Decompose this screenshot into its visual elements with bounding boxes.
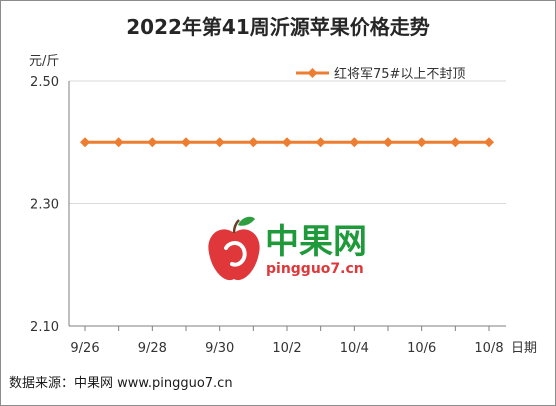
apple-logo-icon <box>208 216 260 281</box>
data-point <box>349 137 360 148</box>
x-tick-label: 10/2 <box>272 341 301 356</box>
data-point <box>181 137 191 148</box>
axis-layer: 2.50 2.30 2.10 9/26 9/28 9/30 10/2 10/4 10/6 10/8… <box>30 75 537 356</box>
x-tick-label: 10/6 <box>407 341 436 356</box>
data-point <box>80 137 90 148</box>
legend: 红将军75#以上不封顶 <box>296 66 465 82</box>
grid-layer <box>69 80 506 204</box>
legend-marker-swatch <box>307 68 318 78</box>
legend-label: 红将军75#以上不封顶 <box>334 66 465 82</box>
watermark-name: 中果网 <box>265 222 367 262</box>
x-tick-label: 10/4 <box>340 341 369 356</box>
data-point <box>450 137 461 148</box>
x-tick-label: 9/28 <box>138 341 167 356</box>
x-tick-label: 10/8 <box>474 341 503 356</box>
data-point <box>383 137 393 148</box>
data-point <box>282 137 292 148</box>
data-point <box>147 137 158 148</box>
data-point <box>484 137 494 148</box>
source-note: 数据来源：中果网 www.pingguo7.cn <box>9 376 233 391</box>
watermark-url: pingguo7.cn <box>266 261 364 277</box>
x-tick-label: 9/26 <box>70 341 99 356</box>
watermark-logo: 中果网 pingguo7.cn <box>208 216 367 281</box>
y-axis-unit-label: 元/斤 <box>29 54 59 69</box>
series-layer <box>80 137 494 148</box>
y-tick-label: 2.10 <box>30 320 59 335</box>
y-tick-label: 2.30 <box>30 198 59 213</box>
data-point <box>113 137 124 148</box>
data-point <box>315 137 326 148</box>
chart-title: 2022年第41周沂源苹果价格走势 <box>126 15 430 39</box>
x-axis-label: 日期 <box>511 341 537 356</box>
data-point <box>248 137 259 148</box>
data-point <box>214 137 225 148</box>
y-tick-label: 2.50 <box>30 75 59 90</box>
data-point <box>416 137 427 148</box>
x-tick-label: 9/30 <box>205 341 234 356</box>
